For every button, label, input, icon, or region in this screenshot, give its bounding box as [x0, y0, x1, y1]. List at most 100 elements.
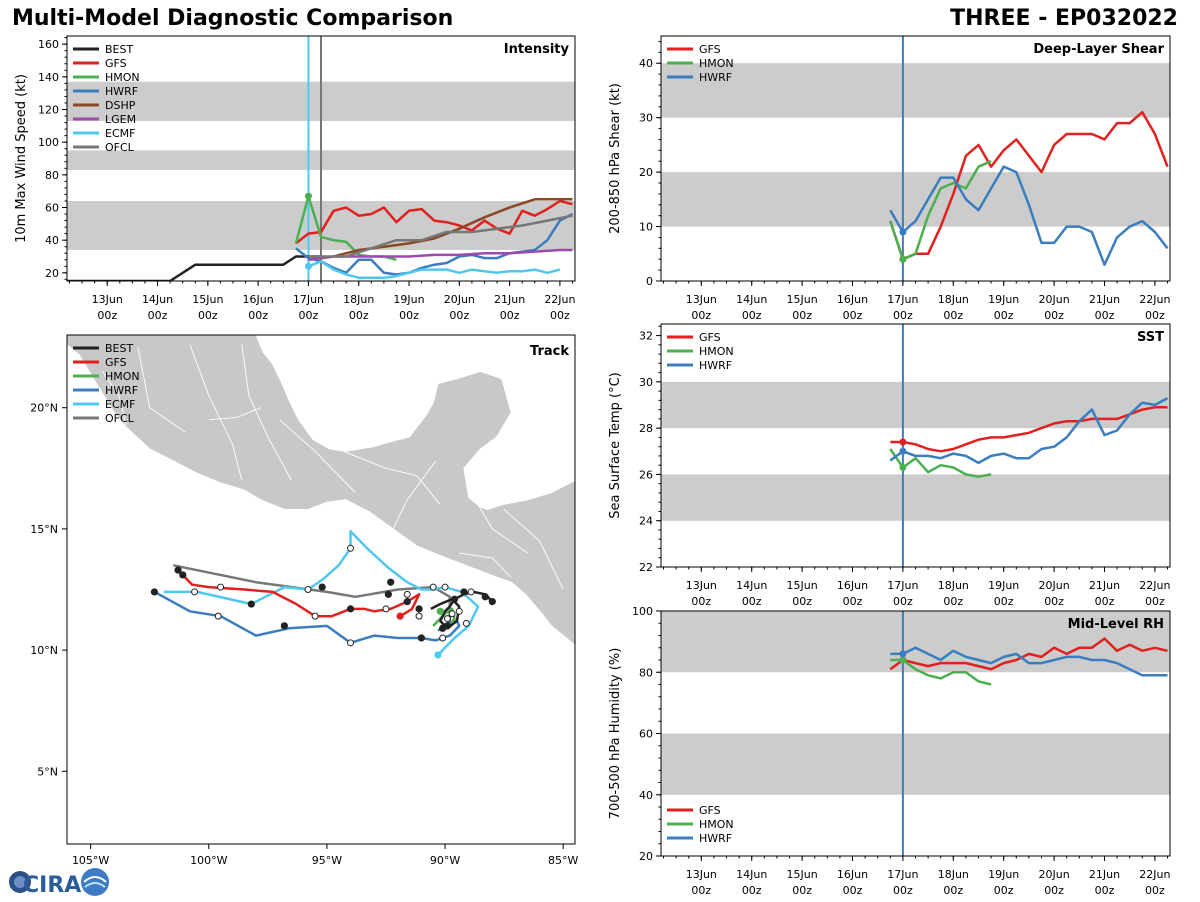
sst-band	[661, 474, 1170, 521]
shear-xtick-sublabel: 00z	[691, 309, 711, 322]
shear-xtick-sublabel: 00z	[943, 309, 963, 322]
track-state-border	[503, 509, 564, 590]
shear-xtick-sublabel: 00z	[1044, 309, 1064, 322]
shear-xtick-label: 13Jun	[686, 293, 717, 306]
sst-xtick-sublabel: 00z	[1145, 595, 1165, 608]
track-frame	[66, 334, 576, 845]
rh-xtick-label: 14Jun	[736, 868, 767, 881]
intensity-legend-label-gfs: GFS	[105, 57, 127, 70]
rh-xtick-sublabel: 00z	[893, 884, 913, 897]
rh-xtick-sublabel: 00z	[1145, 884, 1165, 897]
track-state-border	[241, 344, 292, 481]
sst-ytick-label: 32	[639, 330, 653, 343]
intensity-series-ecmf	[307, 260, 561, 279]
track-state-border	[343, 450, 441, 505]
rh-legend-label-gfs: GFS	[699, 804, 721, 817]
track-state-border	[137, 347, 186, 433]
rh-xtick-label: 16Jun	[837, 868, 868, 881]
panel-sst: 22 24 26 28 30 32 13Jun 00z 14Jun 00z 15Jun 00z 16Ju…	[608, 323, 1171, 608]
sst-xtick-label: 15Jun	[787, 579, 818, 592]
intensity-xtick-sublabel: 00z	[198, 309, 218, 322]
track-legend-label-best: BEST	[105, 342, 133, 355]
rh-xtick-sublabel: 00z	[1044, 884, 1064, 897]
sst-legend-label-gfs: GFS	[699, 331, 721, 344]
shear-band	[661, 172, 1170, 227]
track-ytick-label: 15°N	[30, 523, 58, 536]
track-point-best	[417, 634, 426, 642]
track-point-hwrf	[150, 588, 159, 596]
track-panel-title: Track	[530, 344, 569, 359]
shear-legend-label-gfs: GFS	[699, 43, 721, 56]
sst-init-point-hwrf	[899, 447, 907, 455]
track-map-area	[67, 335, 575, 844]
rh-xtick-label: 17Jun	[887, 868, 918, 881]
track-line-hwrf	[153, 590, 461, 645]
rh-xtick-sublabel: 00z	[691, 884, 711, 897]
rh-ytick-label: 60	[639, 728, 653, 741]
intensity-xtick-sublabel: 00z	[148, 309, 168, 322]
shear-xtick-sublabel: 00z	[1145, 309, 1165, 322]
shear-plot-area	[661, 36, 1170, 281]
shear-xtick-label: 21Jun	[1089, 293, 1120, 306]
track-point-ofcl	[448, 610, 456, 618]
panel-shear: 0 10 20 30 40 13Jun 00z 14Jun 00z 15Jun 00z 16Jun 00…	[608, 35, 1171, 322]
rh-xtick-sublabel: 00z	[843, 884, 863, 897]
sst-xtick-sublabel: 00z	[943, 595, 963, 608]
cira-logo: CIRA	[5, 866, 110, 902]
track-xtick-label: 90°W	[430, 854, 460, 867]
track-point-hmon	[436, 607, 444, 615]
intensity-legend-label-best: BEST	[105, 43, 133, 56]
track-point-best	[450, 595, 459, 603]
sst-ylabel: Sea Surface Temp (°C)	[608, 372, 623, 519]
shear-init-point-hwrf	[899, 228, 907, 236]
intensity-legend-label-ecmf: ECMF	[105, 127, 135, 140]
intensity-xtick-label: 18Jun	[343, 293, 374, 306]
rh-xtick-label: 18Jun	[938, 868, 969, 881]
sst-xtick-sublabel: 00z	[843, 595, 863, 608]
track-point-ofcl	[467, 588, 475, 596]
track-point-ofcl	[429, 583, 437, 591]
intensity-xtick-label: 14Jun	[142, 293, 173, 306]
sst-xtick-sublabel: 00z	[792, 595, 812, 608]
track-point-gfs	[384, 590, 392, 598]
track-point-ofcl	[439, 634, 447, 642]
shear-ytick-label: 0	[646, 275, 653, 288]
intensity-legend-label-lgem: LGEM	[105, 113, 136, 126]
panel-intensity: 20 40 60 80 100 120 140 160 13Jun 00z 14Jun 00z 15Ju…	[14, 35, 576, 322]
rh-plot-area	[661, 611, 1170, 856]
intensity-legend-label-ofcl: OFCL	[105, 141, 135, 154]
shear-xtick-label: 16Jun	[837, 293, 868, 306]
sst-plot-area	[661, 324, 1170, 567]
intensity-xtick-sublabel: 00z	[248, 309, 268, 322]
intensity-xtick-sublabel: 00z	[449, 309, 469, 322]
rh-ytick-label: 20	[639, 850, 653, 863]
sst-init-point-hmon	[899, 463, 907, 471]
track-point-ecmf	[434, 651, 442, 659]
track-point-best	[481, 593, 489, 601]
track-point-best	[318, 583, 326, 591]
intensity-series-dshp	[308, 198, 573, 262]
track-point-ofcl	[382, 605, 390, 613]
intensity-xtick-label: 16Jun	[243, 293, 274, 306]
sst-xtick-label: 19Jun	[988, 579, 1019, 592]
intensity-xtick-label: 19Jun	[393, 293, 424, 306]
sst-legend-label-hwrf: HWRF	[699, 359, 732, 372]
rh-xtick-sublabel: 00z	[994, 884, 1014, 897]
sst-xtick-sublabel: 00z	[994, 595, 1014, 608]
shear-ytick-label: 10	[639, 221, 653, 234]
intensity-ytick-label: 160	[38, 38, 59, 51]
rh-legend-label-hwrf: HWRF	[699, 832, 732, 845]
intensity-xtick-sublabel: 00z	[299, 309, 319, 322]
sst-xtick-sublabel: 00z	[742, 595, 762, 608]
intensity-series-ofcl	[308, 214, 573, 258]
rh-init-point-hwrf	[899, 650, 907, 658]
shear-xtick-label: 22Jun	[1139, 293, 1170, 306]
sst-xtick-label: 14Jun	[736, 579, 767, 592]
sst-xtick-label: 21Jun	[1089, 579, 1120, 592]
sst-band	[661, 381, 1170, 429]
track-point-ofcl	[214, 612, 222, 620]
panel-rh: 20 40 60 80 100 13Jun 00z 14Jun 00z 15Jun 00z 16Jun…	[608, 605, 1171, 897]
track-point-ofcl	[347, 639, 355, 647]
track-line-ecmf	[163, 530, 480, 656]
